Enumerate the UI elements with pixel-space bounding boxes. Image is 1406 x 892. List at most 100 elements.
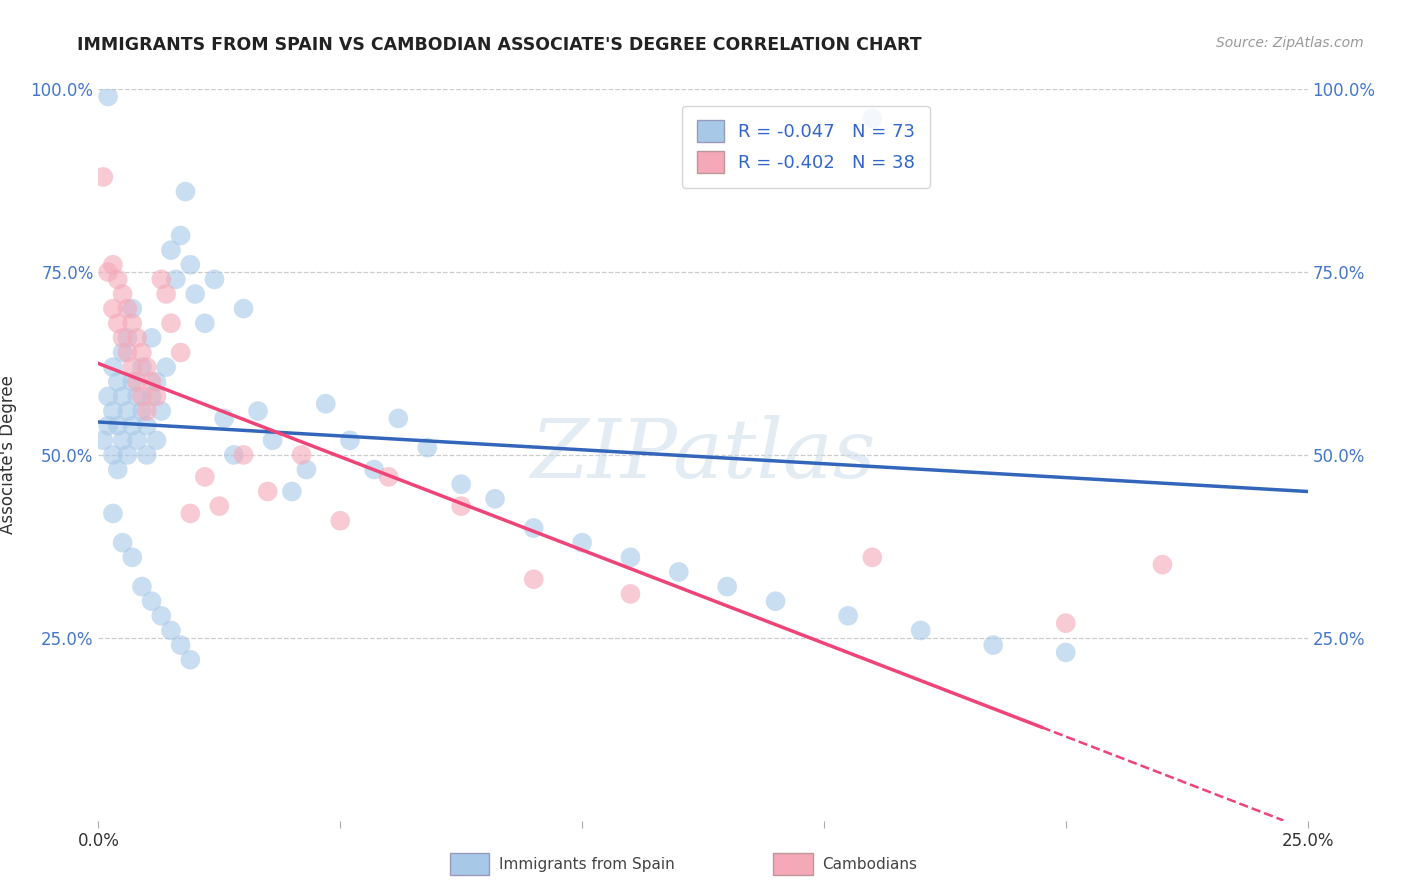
Y-axis label: Associate's Degree: Associate's Degree [0,376,17,534]
Point [523,572,546,586]
Point [141,389,163,403]
Point [107,418,129,433]
Point [184,287,207,301]
Point [150,404,173,418]
Point [377,470,399,484]
Point [135,448,157,462]
Text: Source: ZipAtlas.com: Source: ZipAtlas.com [1216,36,1364,50]
Point [262,434,284,448]
Point [111,331,134,345]
Point [131,580,153,594]
Point [117,448,139,462]
Point [121,360,143,375]
Point [212,411,235,425]
Point [117,301,139,316]
Point [111,345,134,359]
Point [256,484,278,499]
Point [101,507,124,521]
Point [131,389,153,403]
Point [837,608,859,623]
Point [160,243,183,257]
Point [127,389,149,403]
Point [232,448,254,462]
Point [1054,616,1077,631]
Point [179,653,201,667]
Point [97,89,120,103]
Point [101,258,124,272]
Point [523,521,546,535]
Point [150,608,173,623]
Point [450,477,472,491]
Point [169,345,191,359]
Point [194,316,217,330]
Point [860,112,883,126]
Point [117,331,139,345]
Point [127,375,149,389]
Point [131,360,153,375]
Point [160,316,183,330]
Point [194,470,217,484]
Point [141,331,163,345]
Point [339,434,361,448]
Point [619,587,641,601]
Point [150,272,173,286]
Point [91,434,114,448]
Point [101,301,124,316]
Point [111,287,134,301]
Point [204,272,226,286]
Text: Immigrants from Spain: Immigrants from Spain [499,856,675,871]
Point [981,638,1004,652]
Point [97,418,120,433]
Point [127,331,149,345]
Point [135,404,157,418]
Point [484,491,506,506]
Point [107,462,129,476]
Point [450,499,472,513]
Point [131,404,153,418]
Point [363,462,385,476]
Text: ZIPatlas: ZIPatlas [530,415,876,495]
Point [127,434,149,448]
Text: IMMIGRANTS FROM SPAIN VS CAMBODIAN ASSOCIATE'S DEGREE CORRELATION CHART: IMMIGRANTS FROM SPAIN VS CAMBODIAN ASSOC… [77,36,922,54]
Text: Cambodians: Cambodians [823,856,918,871]
Point [179,258,201,272]
Point [121,316,143,330]
Point [131,345,153,359]
Point [208,499,231,513]
Point [101,448,124,462]
Point [97,389,120,403]
Point [1054,645,1077,659]
Point [145,434,167,448]
Point [107,316,129,330]
Point [101,404,124,418]
Point [145,375,167,389]
Point [716,580,738,594]
Point [232,301,254,316]
Point [329,514,352,528]
Point [121,550,143,565]
Point [910,624,932,638]
FancyBboxPatch shape [773,853,813,875]
Point [179,507,201,521]
Point [97,265,120,279]
Point [141,594,163,608]
Point [135,418,157,433]
Point [619,550,641,565]
Point [155,360,177,375]
Point [387,411,409,425]
Point [117,404,139,418]
Point [121,375,143,389]
Point [174,185,197,199]
Point [315,397,337,411]
Point [165,272,187,286]
Point [290,448,312,462]
Point [121,301,143,316]
Point [860,550,883,565]
Point [107,375,129,389]
Point [765,594,787,608]
Point [160,624,183,638]
Point [111,389,134,403]
Point [145,389,167,403]
Point [141,375,163,389]
Point [101,360,124,375]
